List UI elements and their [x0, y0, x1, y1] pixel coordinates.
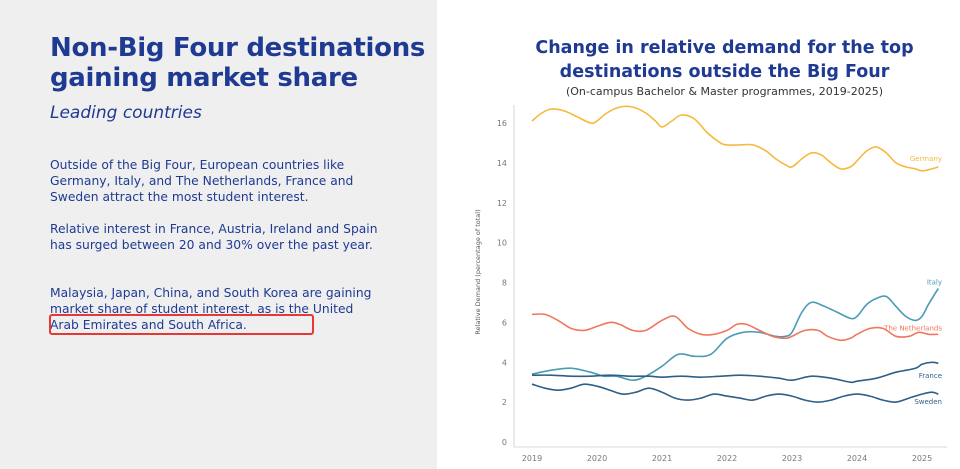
series-line-germany: [531, 105, 939, 172]
x-tick-labels: 2019 2020 2021 2022 2023 2024 2025: [522, 454, 932, 463]
chart-title-line-2: destinations outside the Big Four: [559, 62, 890, 82]
slide-heading: Non-Big Four destinations gaining market…: [50, 33, 430, 93]
heading-line-1: Non-Big Four destinations: [50, 33, 426, 63]
y-tick-label: 6: [502, 318, 507, 327]
chart-title-line-1: Change in relative demand for the top: [535, 38, 914, 58]
x-tick-label: 2023: [782, 454, 802, 463]
paragraph-3-highlight: United Arab Emirates and South Africa.: [50, 302, 354, 332]
y-tick-label: 2: [502, 398, 507, 407]
y-tick-label: 4: [502, 358, 507, 367]
y-tick-label: 0: [502, 438, 507, 447]
y-tick-label: 12: [497, 199, 507, 208]
heading-line-2: gaining market share: [50, 63, 358, 93]
x-tick-label: 2021: [652, 454, 672, 463]
series-line-france: [531, 361, 939, 384]
y-tick-label: 8: [502, 279, 507, 288]
chart-subtitle: (On-campus Bachelor & Master programmes,…: [565, 85, 883, 98]
series-lines: [531, 105, 939, 403]
paragraph-2: Relative interest in France, Austria, Ir…: [50, 222, 378, 252]
series-line-sweden: [531, 383, 939, 403]
left-text-panel: Non-Big Four destinations gaining market…: [0, 0, 437, 469]
series-label-sweden: Sweden: [914, 398, 942, 406]
y-tick-labels: 0 2 4 6 8 10 12 14 16: [497, 119, 507, 447]
series-label-france: France: [919, 372, 942, 380]
series-line-italy: [531, 288, 939, 381]
y-tick-label: 16: [497, 119, 507, 128]
paragraph-3: Malaysia, Japan, China, and South Korea …: [50, 285, 385, 333]
chart-panel: Change in relative demand for the top de…: [437, 0, 960, 469]
paragraph-3-start: Malaysia, Japan, China, and South Korea …: [50, 286, 372, 316]
series-label-the-netherlands: The Netherlands: [883, 324, 942, 332]
x-tick-label: 2025: [912, 454, 932, 463]
series-label-italy: Italy: [927, 278, 942, 286]
y-tick-label: 14: [497, 159, 507, 168]
series-label-germany: Germany: [910, 155, 942, 163]
x-tick-label: 2022: [717, 454, 737, 463]
y-tick-label: 10: [497, 239, 507, 248]
series-labels: Germany Italy The Netherlands France Sweden: [883, 155, 942, 406]
highlight-box: [49, 314, 314, 335]
x-tick-label: 2020: [587, 454, 607, 463]
x-tick-label: 2024: [847, 454, 867, 463]
x-tick-label: 2019: [522, 454, 542, 463]
series-line-the-netherlands: [531, 313, 939, 342]
slide-subheading: Leading countries: [50, 103, 202, 123]
paragraph-1: Outside of the Big Four, European countr…: [50, 158, 354, 204]
y-axis-label: Relative Demand (percentage of total): [474, 209, 482, 334]
chart-axes: [513, 105, 947, 448]
